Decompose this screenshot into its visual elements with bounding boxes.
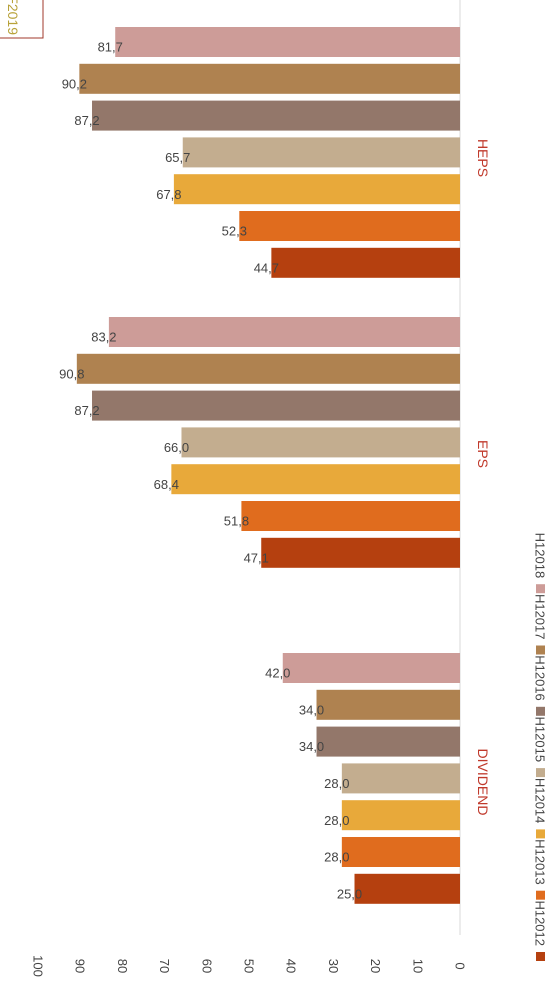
bar-h12017-eps — [76, 353, 460, 384]
data-label: 81,7 — [98, 40, 123, 55]
annotation-text: 100.82 cps in H1 F2019 — [5, 0, 21, 35]
bar-h12018-heps — [115, 27, 460, 57]
bar-h12018-eps — [108, 317, 460, 347]
data-label: 34,0 — [299, 702, 324, 717]
data-label: 90,8 — [59, 366, 84, 381]
data-label: 90,2 — [62, 76, 87, 91]
category-label-heps: HEPS — [475, 139, 491, 177]
data-label: 34,0 — [299, 739, 324, 754]
legend-swatch-h12012 — [536, 952, 545, 961]
bar-h12016-heps — [92, 100, 460, 131]
bar-h12015-eps — [181, 427, 460, 458]
bar-h12012-eps — [261, 537, 460, 568]
legend-swatch-h12015 — [536, 768, 545, 778]
data-label: 65,7 — [165, 150, 190, 165]
data-label: 66,0 — [164, 440, 189, 455]
bar-h12014-eps — [171, 464, 460, 495]
axis-tick-label: 100 — [31, 955, 46, 977]
data-label: 52,3 — [222, 224, 247, 239]
legend-swatch-h12017 — [536, 645, 545, 655]
legend-swatch-h12018 — [536, 584, 545, 594]
axis-tick-label: 60 — [199, 959, 214, 973]
legend-label-h12014: H12014 — [533, 778, 548, 824]
data-label: 28,0 — [324, 776, 349, 791]
annotation-callout: 100.82 cps in H1 F2019 — [0, 0, 44, 39]
data-label: 47,1 — [244, 550, 269, 565]
legend-label-h12017: H12017 — [533, 594, 548, 640]
bar-h12016-dividend — [316, 726, 460, 757]
data-label: 67,8 — [156, 187, 181, 202]
legend-swatch-h12014 — [536, 829, 545, 839]
data-label: 68,4 — [154, 477, 179, 492]
bar-h12017-heps — [79, 63, 460, 94]
legend-label-h12015: H12015 — [533, 717, 548, 763]
axis-tick-label: 50 — [242, 959, 257, 973]
category-label-eps: EPS — [475, 440, 491, 468]
bar-h12012-dividend — [354, 873, 460, 904]
axis-tick-label: 0 — [453, 962, 468, 969]
legend-label-h12018: H12018 — [533, 533, 548, 579]
bar-h12014-dividend — [341, 800, 460, 831]
axis-tick-label: 90 — [73, 959, 88, 973]
axis-tick-label: 40 — [284, 959, 299, 973]
bar-h12016-eps — [92, 390, 460, 421]
axis-tick-label: 20 — [368, 959, 383, 973]
bar-h12015-dividend — [341, 763, 460, 794]
legend-label-h12012: H12012 — [533, 900, 548, 946]
axis-tick-label: 80 — [115, 959, 130, 973]
category-label-dividend: DIVIDEND — [475, 749, 491, 816]
data-label: 44,7 — [254, 260, 279, 275]
axis-tick-label: 70 — [157, 959, 172, 973]
data-label: 28,0 — [324, 813, 349, 828]
data-label: 28,0 — [324, 850, 349, 865]
data-label: 83,2 — [91, 330, 116, 345]
data-label: 87,2 — [74, 113, 99, 128]
annotation-box — [0, 0, 44, 39]
bar-h12014-heps — [173, 174, 460, 205]
data-label: 51,8 — [224, 514, 249, 529]
legend-swatch-h12013 — [536, 890, 545, 900]
data-label: 25,0 — [337, 886, 362, 901]
bar-h12018-dividend — [282, 653, 460, 683]
bar-h12012-heps — [271, 247, 460, 278]
legend-label-h12013: H12013 — [533, 839, 548, 885]
legend-label-h12016: H12016 — [533, 655, 548, 701]
bar-h12015-heps — [182, 137, 460, 168]
bar-h12017-dividend — [316, 689, 460, 720]
legend-swatch-h12016 — [536, 706, 545, 716]
axis-tick-label: 10 — [410, 959, 425, 973]
data-label: 87,2 — [74, 403, 99, 418]
axis-tick-label: 30 — [326, 959, 341, 973]
bar-h12013-eps — [241, 501, 460, 531]
bar-h12013-heps — [239, 211, 460, 241]
bar-h12013-dividend — [341, 837, 460, 867]
data-label: 42,0 — [265, 666, 290, 681]
